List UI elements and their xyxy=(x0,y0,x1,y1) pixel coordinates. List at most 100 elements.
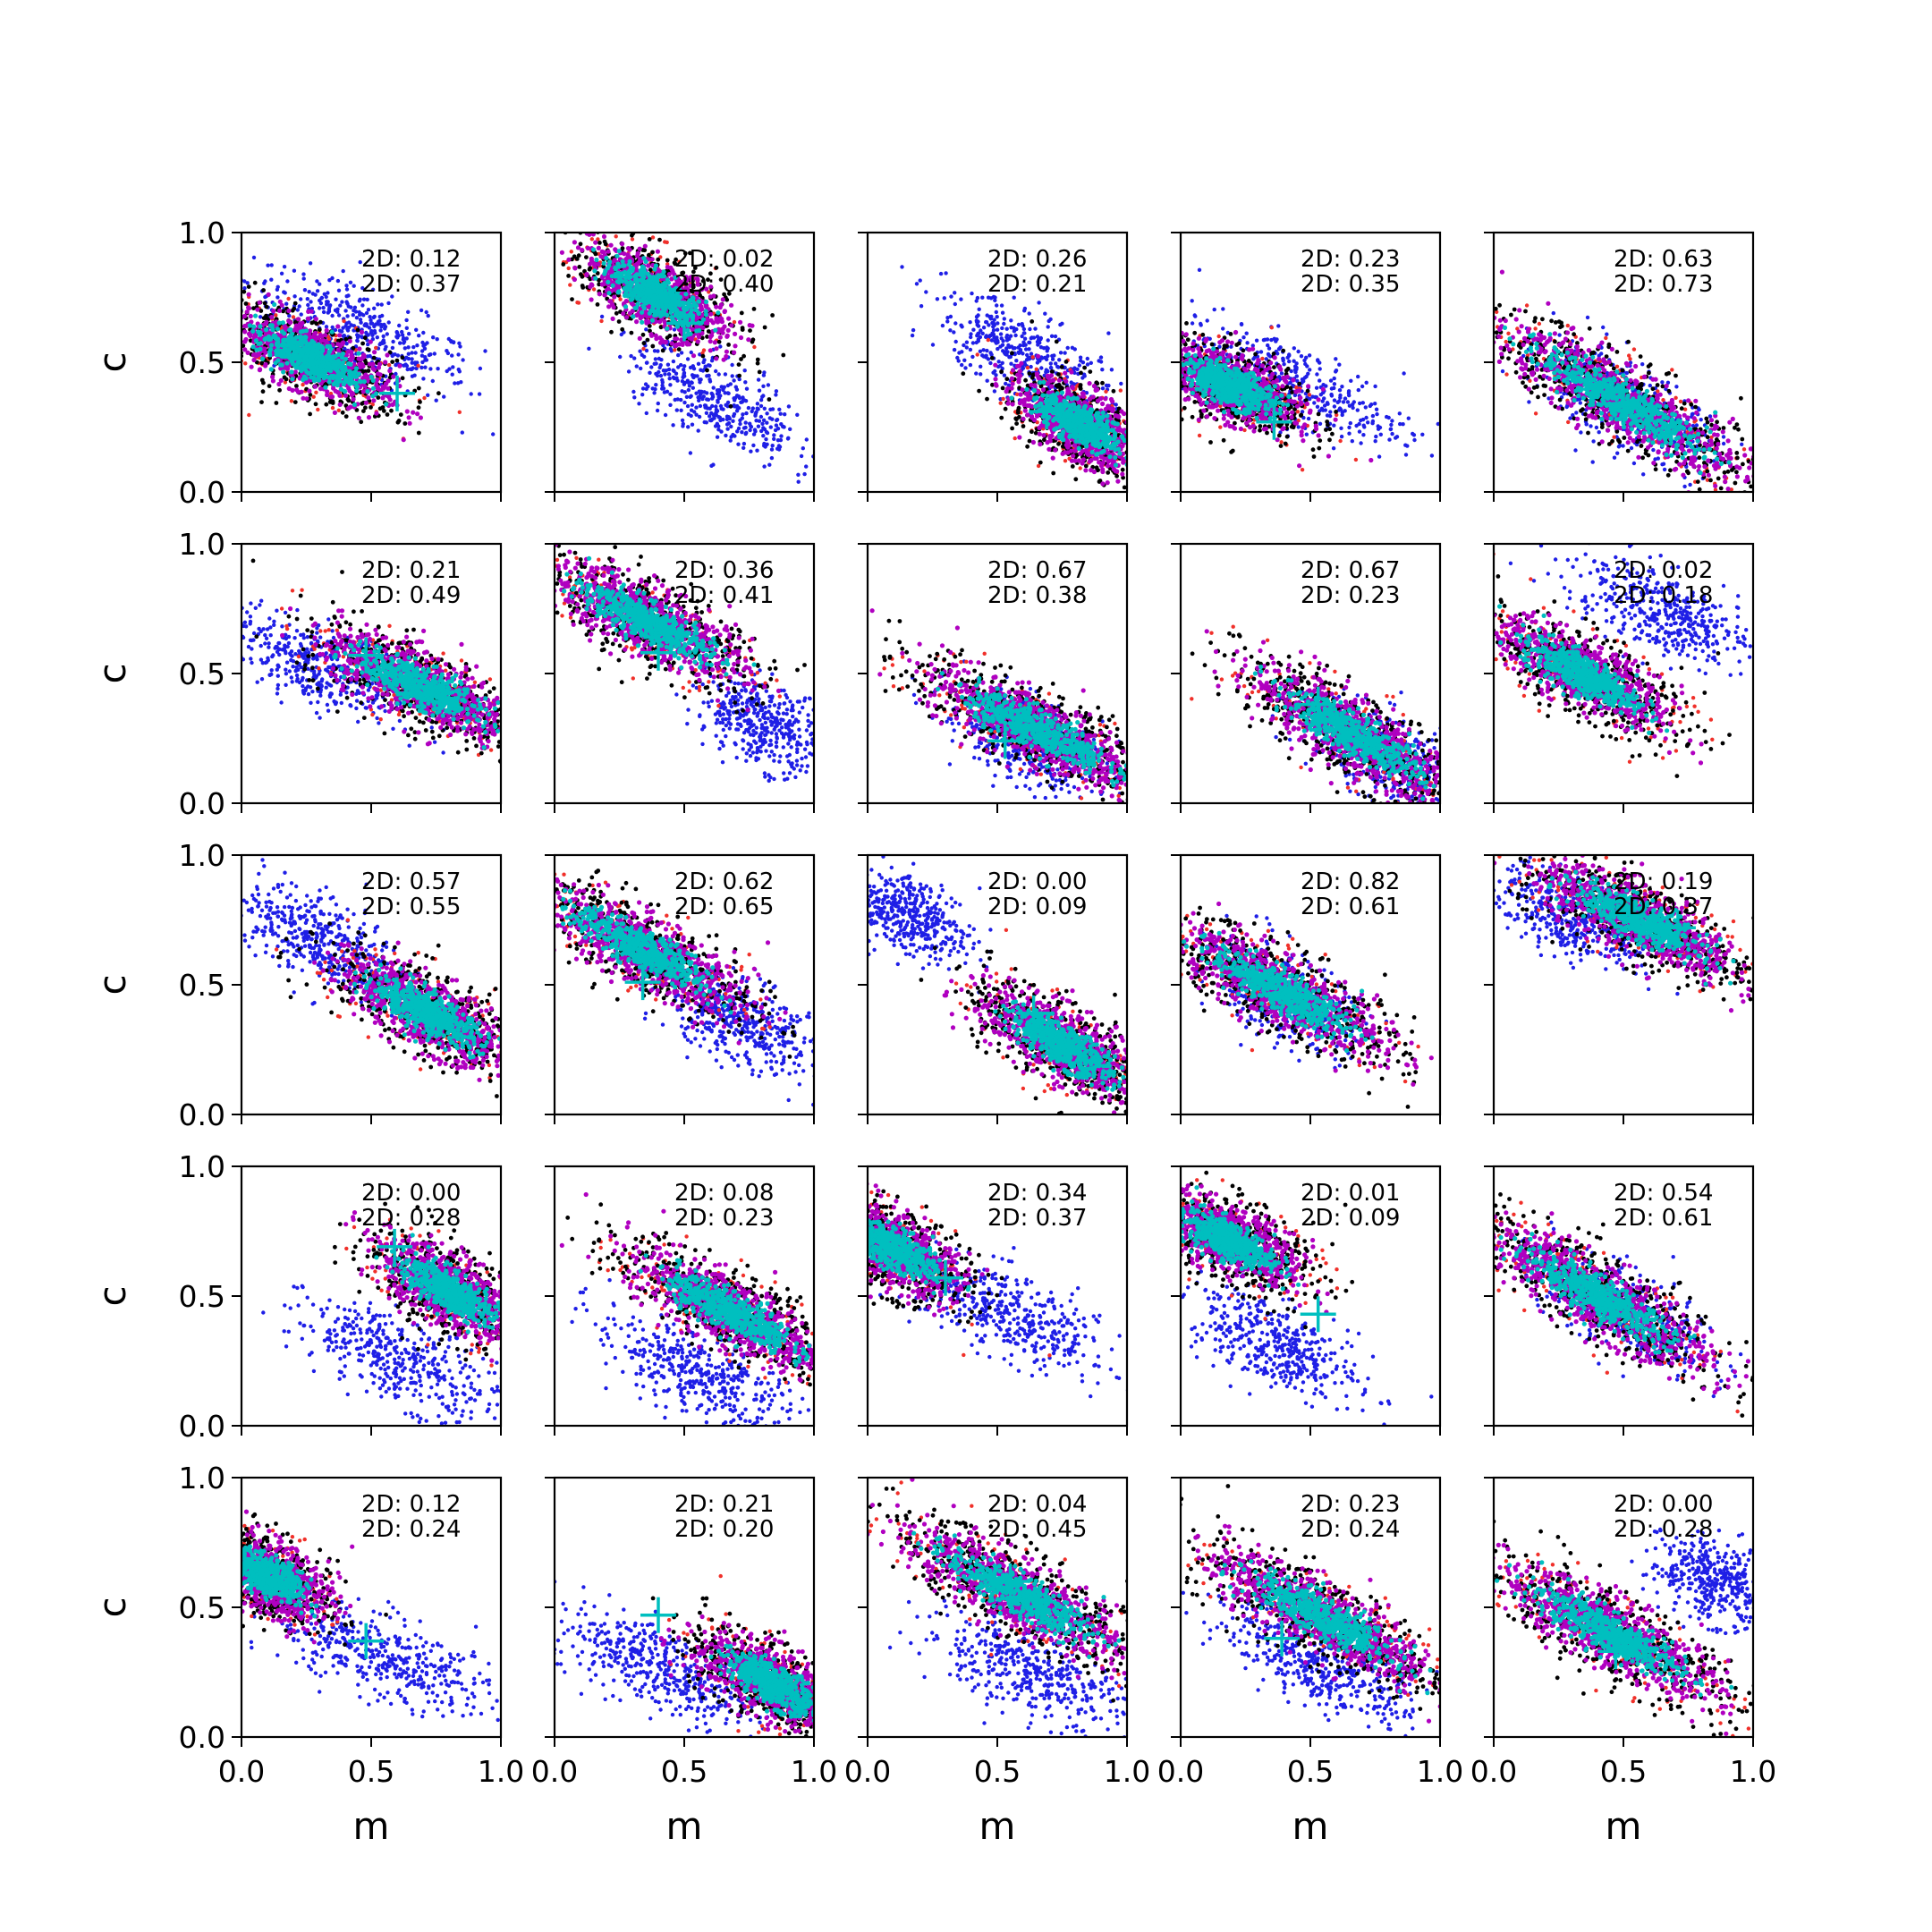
blue-samples-point xyxy=(994,341,999,345)
magenta-samples-point xyxy=(694,291,699,296)
black-samples-point xyxy=(402,421,408,426)
magenta-samples-point xyxy=(258,367,263,372)
cyan-samples-point xyxy=(316,358,321,363)
blue-samples-point xyxy=(992,389,997,394)
magenta-samples-point xyxy=(346,386,352,391)
blue-samples-point xyxy=(706,363,711,368)
magenta-samples-point xyxy=(738,335,744,341)
cyan-samples-point xyxy=(649,318,656,323)
blue-samples-point xyxy=(283,291,287,295)
blue-samples-point xyxy=(1098,360,1104,364)
magenta-samples-point xyxy=(708,311,714,317)
blue-samples-point xyxy=(434,398,438,402)
cyan-samples-point xyxy=(641,256,647,261)
blue-samples-point xyxy=(1018,350,1023,354)
magenta-samples-point xyxy=(608,242,614,248)
blue-samples-point xyxy=(343,324,348,328)
blue-samples-point xyxy=(406,352,411,356)
blue-samples-point xyxy=(358,259,362,265)
black-samples-point xyxy=(259,360,265,366)
blue-samples-point xyxy=(322,292,326,296)
cyan-samples-point xyxy=(281,352,286,357)
black-samples-point xyxy=(363,405,368,411)
blue-samples-point xyxy=(949,294,953,299)
blue-samples-point xyxy=(424,358,429,362)
magenta-samples-point xyxy=(300,320,305,326)
blue-samples-point xyxy=(284,301,289,306)
cyan-samples-point xyxy=(301,354,308,360)
black-samples-point xyxy=(577,265,582,269)
red-samples-point xyxy=(314,390,318,394)
blue-samples-point xyxy=(1072,367,1077,371)
blue-samples-point xyxy=(309,300,313,304)
blue-samples-point xyxy=(599,314,605,319)
black-samples-point xyxy=(570,297,574,301)
cyan-samples-point xyxy=(688,331,693,336)
magenta-samples-point xyxy=(599,282,605,287)
black-samples-point xyxy=(262,301,267,306)
blue-samples-point xyxy=(644,386,648,391)
magenta-samples-point xyxy=(335,390,341,395)
blue-samples-point xyxy=(716,428,721,432)
cyan-samples-point xyxy=(625,273,631,278)
magenta-samples-point xyxy=(283,325,288,330)
blue-samples-point xyxy=(715,421,719,426)
black-samples-point xyxy=(369,405,373,410)
blue-samples-point xyxy=(315,279,319,284)
black-samples-point xyxy=(629,330,634,335)
magenta-samples-point xyxy=(634,226,639,231)
blue-samples-point xyxy=(736,442,741,446)
blue-samples-point xyxy=(349,305,353,309)
magenta-samples-point xyxy=(589,297,594,302)
blue-samples-point xyxy=(714,407,719,412)
blue-samples-point xyxy=(351,313,355,318)
cyan-samples-point xyxy=(270,326,275,332)
blue-samples-point xyxy=(1023,343,1028,347)
blue-samples-point xyxy=(701,360,706,365)
black-samples-point xyxy=(259,400,264,404)
blue-samples-point xyxy=(1106,383,1111,388)
cyan-samples-point xyxy=(640,277,645,283)
blue-samples-point xyxy=(1085,356,1090,361)
cyan-samples-point xyxy=(343,356,349,362)
cyan-samples-point xyxy=(607,259,613,265)
black-samples-point xyxy=(645,337,650,343)
cyan-samples-point xyxy=(293,365,299,370)
magenta-samples-point xyxy=(607,299,613,304)
blue-samples-point xyxy=(955,355,960,360)
magenta-samples-point xyxy=(249,364,254,369)
blue-samples-point xyxy=(741,445,746,450)
cyan-samples-point xyxy=(330,354,335,360)
blue-samples-point xyxy=(1004,381,1008,386)
magenta-samples-point xyxy=(383,360,388,365)
magenta-samples-point xyxy=(724,349,730,354)
magenta-samples-point xyxy=(669,267,675,273)
cyan-samples-point xyxy=(275,326,280,332)
blue-samples-point xyxy=(710,396,715,401)
cyan-samples-point xyxy=(604,256,609,261)
cyan-samples-point xyxy=(309,338,315,343)
blue-samples-point xyxy=(419,365,424,370)
blue-samples-point xyxy=(341,268,345,274)
cyan-samples-point xyxy=(693,307,699,312)
blue-samples-point xyxy=(275,284,280,289)
black-samples-point xyxy=(641,341,647,346)
black-samples-point xyxy=(580,285,586,290)
cyan-samples-point xyxy=(268,367,274,372)
blue-samples-point xyxy=(1044,369,1048,375)
magenta-samples-point xyxy=(678,279,683,284)
red-samples-point xyxy=(614,234,618,239)
blue-samples-point xyxy=(737,377,741,382)
blue-samples-point xyxy=(733,434,737,438)
magenta-samples-point xyxy=(695,339,700,344)
cyan-samples-point xyxy=(696,299,701,304)
blue-samples-point xyxy=(981,326,987,330)
blue-samples-point xyxy=(420,360,425,365)
blue-samples-point xyxy=(691,367,697,371)
blue-samples-point xyxy=(344,300,349,304)
blue-samples-point xyxy=(1077,363,1082,368)
black-samples-point xyxy=(566,274,571,278)
red-samples-point xyxy=(291,315,296,319)
black-samples-point xyxy=(416,430,421,436)
cyan-samples-point xyxy=(628,297,634,302)
